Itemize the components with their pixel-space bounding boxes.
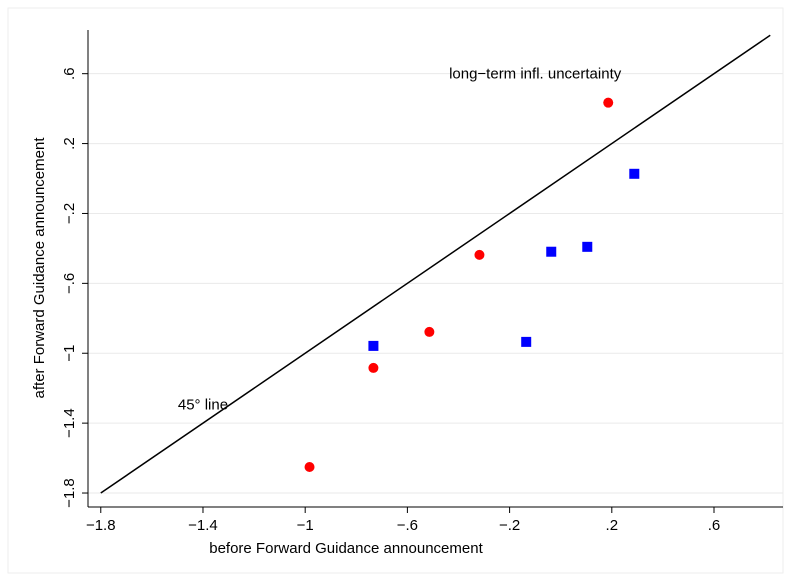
y-tick-label: −1.8 bbox=[61, 478, 78, 508]
y-tick-label: −1 bbox=[61, 345, 78, 362]
point bbox=[368, 362, 379, 373]
point bbox=[424, 326, 435, 337]
y-tick-label: −.6 bbox=[61, 273, 78, 294]
y-tick-label: .6 bbox=[61, 67, 78, 80]
point bbox=[582, 241, 593, 252]
point bbox=[546, 246, 557, 257]
annotation: long−term infl. uncertainty bbox=[449, 66, 622, 83]
point bbox=[603, 97, 614, 108]
point bbox=[304, 461, 315, 472]
y-tick-label: .2 bbox=[61, 137, 78, 150]
x-axis-title: before Forward Guidance announcement bbox=[209, 540, 483, 557]
frame bbox=[7, 7, 784, 574]
diagonal-line bbox=[100, 34, 771, 494]
x-tick-label: −.2 bbox=[499, 517, 520, 534]
annotation: 45° line bbox=[178, 397, 228, 414]
x-tick-label: −1.8 bbox=[86, 517, 116, 534]
point bbox=[368, 340, 379, 351]
y-tick-label: −.2 bbox=[61, 203, 78, 224]
y-axis-title: after Forward Guidance announcement bbox=[31, 137, 48, 399]
x-tick-label: .6 bbox=[708, 517, 721, 534]
y-tick-label: −1.4 bbox=[61, 408, 78, 438]
x-tick-label: .2 bbox=[606, 517, 619, 534]
x-tick-label: −.6 bbox=[397, 517, 418, 534]
point bbox=[474, 249, 485, 260]
point bbox=[629, 168, 640, 179]
x-tick-label: −1 bbox=[297, 517, 314, 534]
point bbox=[521, 336, 532, 347]
x-tick-label: −1.4 bbox=[188, 517, 218, 534]
